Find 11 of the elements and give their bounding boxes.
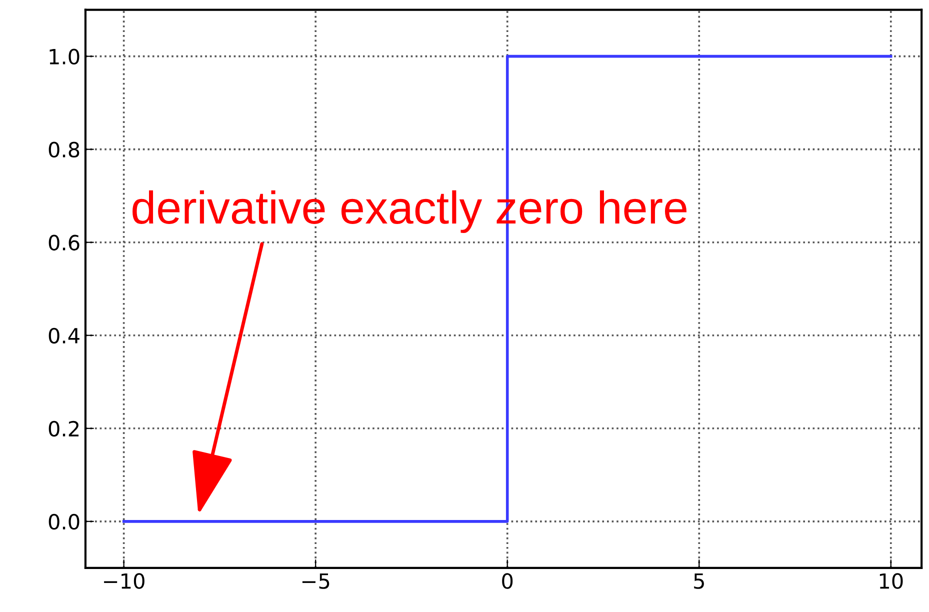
x-tick-label: −10 (104, 573, 144, 589)
x-tick-label: −5 (302, 573, 330, 589)
y-tick-label: 1.0 (50, 48, 80, 65)
y-tick-label: 0.0 (48, 514, 80, 530)
y-tick-label: 0.8 (48, 142, 80, 158)
x-tick-label: 0 (502, 573, 513, 589)
x-tick-label: 10 (880, 573, 903, 589)
y-tick-label: 0.2 (48, 420, 79, 437)
y-tick-label: 0.6 (48, 234, 80, 251)
y-tick-label: 0.4 (48, 328, 80, 344)
x-tick-label: 5 (694, 573, 704, 589)
